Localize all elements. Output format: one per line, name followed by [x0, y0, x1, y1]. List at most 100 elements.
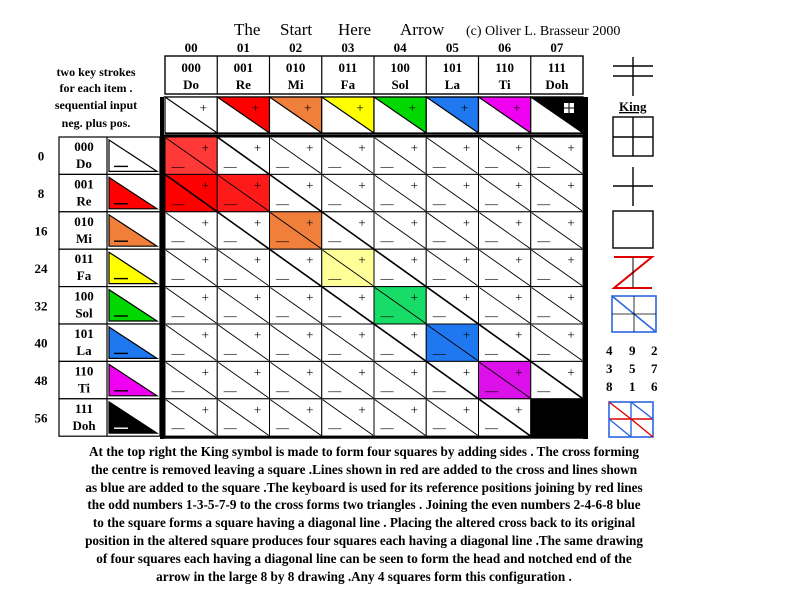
caption-line: of four squares each having a diagonal l… [96, 550, 632, 566]
cell-diagonal [217, 287, 269, 324]
combined-squares-icon [608, 401, 654, 438]
cell-minus-sign: — [275, 158, 290, 173]
row-note-code: 010 [74, 214, 94, 229]
cell-diagonal [374, 399, 426, 436]
cell-minus-sign: — [171, 345, 186, 360]
cell-plus-sign: + [358, 177, 365, 192]
row-note-code: 011 [75, 251, 94, 266]
cell-minus-sign: — [275, 420, 290, 435]
note-name: Doh [545, 77, 569, 92]
cell-plus-sign: + [358, 252, 365, 267]
cell-plus-sign: + [567, 140, 574, 155]
cell-minus-sign: — [432, 196, 447, 211]
cell-minus-sign: — [432, 345, 447, 360]
cell-diagonal [322, 175, 374, 212]
cell-plus-sign: + [306, 215, 313, 230]
header-plus-sign: + [409, 100, 416, 115]
cell-diagonal [270, 212, 322, 249]
grid-cell [530, 398, 584, 437]
cell-plus-sign: + [411, 140, 418, 155]
cell-minus-sign: — [171, 308, 186, 323]
cell-minus-sign: — [432, 233, 447, 248]
cell-plus-sign: + [254, 140, 261, 155]
cell-plus-sign: + [306, 402, 313, 417]
cell-diagonal [426, 212, 478, 249]
cell-diagonal [531, 287, 583, 324]
cell-diagonal [479, 249, 531, 286]
cell-minus-sign: — [223, 383, 238, 398]
magic-square-cell: 3 [606, 361, 613, 376]
magic-square-cell: 8 [606, 379, 613, 394]
cell-minus-sign: — [484, 420, 499, 435]
cell-diagonal [531, 249, 583, 286]
cell-plus-sign: + [306, 290, 313, 305]
arrow-shaft-line [216, 136, 584, 400]
cell-minus-sign: — [171, 158, 186, 173]
caption-line: the centre is removed leaving a square .… [90, 461, 638, 477]
note-name: Sol [391, 77, 409, 92]
magic-square: 4 9 2 3 5 7 8 1 6 [606, 343, 658, 394]
cell-plus-sign: + [202, 252, 209, 267]
cell-plus-sign: + [463, 252, 470, 267]
cell-diagonal [217, 324, 269, 361]
cell-plus-sign: + [202, 140, 209, 155]
key-instruction-line: sequential input [55, 98, 137, 112]
cell-minus-sign: — [223, 308, 238, 323]
row-note-name: Ti [78, 380, 90, 395]
cell-diagonal [374, 362, 426, 399]
caption-line: the odd numbers 1-3-5-7-9 to the cross f… [87, 497, 641, 513]
cell-minus-sign: — [327, 196, 342, 211]
cell-plus-sign: + [306, 252, 313, 267]
cell-plus-sign: + [515, 327, 522, 342]
cell-diagonal [165, 212, 217, 249]
cell-minus-sign: — [432, 383, 447, 398]
column-numbers: 00 01 02 03 04 05 06 07 [185, 40, 564, 55]
row-note-code: 001 [74, 176, 94, 191]
row-triangle [108, 176, 160, 210]
row-triangle [108, 288, 160, 322]
cell-plus-sign: + [515, 364, 522, 379]
cell-diagonal [322, 249, 374, 286]
cell-plus-sign: + [254, 364, 261, 379]
cell-diagonal [165, 362, 217, 399]
row-triangle [108, 251, 160, 285]
cell-minus-sign: — [380, 383, 395, 398]
key-instructions: two key strokes for each item . sequenti… [55, 65, 137, 130]
magic-square-cell: 5 [629, 361, 636, 376]
column-number: 03 [341, 40, 355, 55]
square-icon [612, 210, 654, 249]
cell-plus-sign: + [202, 402, 209, 417]
cell-minus-sign: — [380, 196, 395, 211]
cell-minus-sign: — [484, 233, 499, 248]
cell-minus-sign: — [432, 308, 447, 323]
cell-minus-sign: — [275, 308, 290, 323]
cell-plus-sign: + [358, 327, 365, 342]
title-line: The Start Here Arrow (c) Oliver L. Brass… [234, 20, 620, 39]
cell-minus-sign: — [171, 233, 186, 248]
main-grid: + — + — + — + — + — + — + — + — + — + — + — + — + — + — + — + — + — + — + — + —… [160, 97, 588, 439]
row-note-name: Doh [72, 418, 96, 433]
cell-minus-sign: — [327, 345, 342, 360]
cell-plus-sign: + [567, 290, 574, 305]
cell-plus-sign: + [515, 140, 522, 155]
header-plus-sign: + [356, 100, 363, 115]
row-note-code: 101 [74, 326, 94, 341]
magic-square-cell: 2 [651, 343, 658, 358]
cell-plus-sign: + [202, 364, 209, 379]
column-number: 04 [394, 40, 408, 55]
cell-minus-sign: — [275, 383, 290, 398]
cell-diagonal [426, 137, 478, 174]
cell-plus-sign: + [202, 215, 209, 230]
cell-plus-sign: + [463, 364, 470, 379]
king-label: King [619, 99, 647, 114]
cell-plus-sign: + [306, 177, 313, 192]
note-code: 111 [548, 60, 566, 75]
copyright-text: (c) Oliver L. Brasseur 2000 [466, 24, 620, 39]
magic-square-cell: 4 [606, 343, 613, 358]
cell-minus-sign: — [536, 345, 551, 360]
cell-diagonal [217, 249, 269, 286]
cell-plus-sign: + [463, 215, 470, 230]
caption-line: At the top right the King symbol is made… [88, 444, 639, 459]
cell-minus-sign: — [380, 308, 395, 323]
